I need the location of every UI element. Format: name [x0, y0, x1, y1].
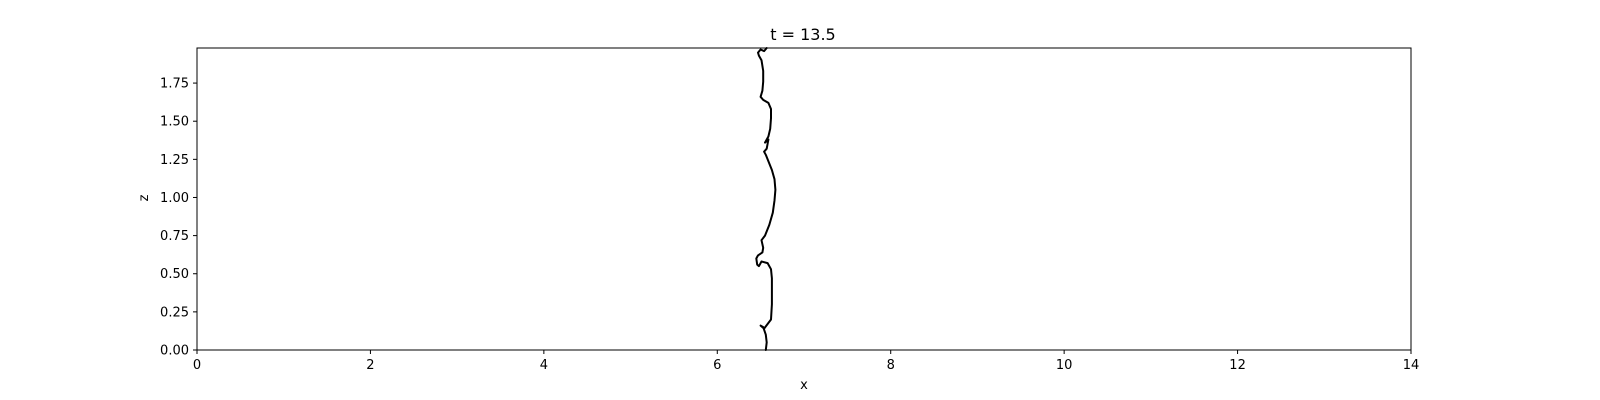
x-axis-ticks: 0 2 4 6 8 10 12 14 [193, 350, 1419, 373]
y-tick-label: 1.25 [160, 153, 189, 168]
y-tick-label: 1.75 [160, 77, 189, 92]
y-tick-label: 0.00 [160, 344, 189, 359]
axes-frame [196, 47, 1412, 351]
series-layer [755, 47, 777, 351]
x-tick-label: 6 [713, 358, 721, 373]
y-axis-ticks: 0.00 0.25 0.50 0.75 1.00 1.25 1.50 1.75 [160, 77, 197, 359]
x-tick-label: 0 [193, 358, 201, 373]
x-tick-label: 10 [1056, 358, 1073, 373]
y-tick-label: 0.75 [160, 229, 189, 244]
y-tick-label: 1.50 [160, 115, 189, 130]
x-tick-label: 4 [540, 358, 548, 373]
y-tick-label: 0.25 [160, 305, 189, 320]
interface-contour-line [755, 47, 777, 351]
x-tick-label: 14 [1403, 358, 1420, 373]
x-axis-label: x [800, 378, 808, 393]
y-axis-label: z [137, 194, 152, 201]
x-tick-label: 8 [887, 358, 895, 373]
chart-title: t = 13.5 [770, 25, 835, 44]
x-tick-label: 2 [366, 358, 374, 373]
y-tick-label: 1.00 [160, 191, 189, 206]
plot-area: 0 2 4 6 8 10 12 14 0.00 0.25 0.50 0.75 1.00 1.25 1.50… [160, 47, 1419, 373]
y-tick-label: 0.50 [160, 267, 189, 282]
x-tick-label: 12 [1229, 358, 1246, 373]
